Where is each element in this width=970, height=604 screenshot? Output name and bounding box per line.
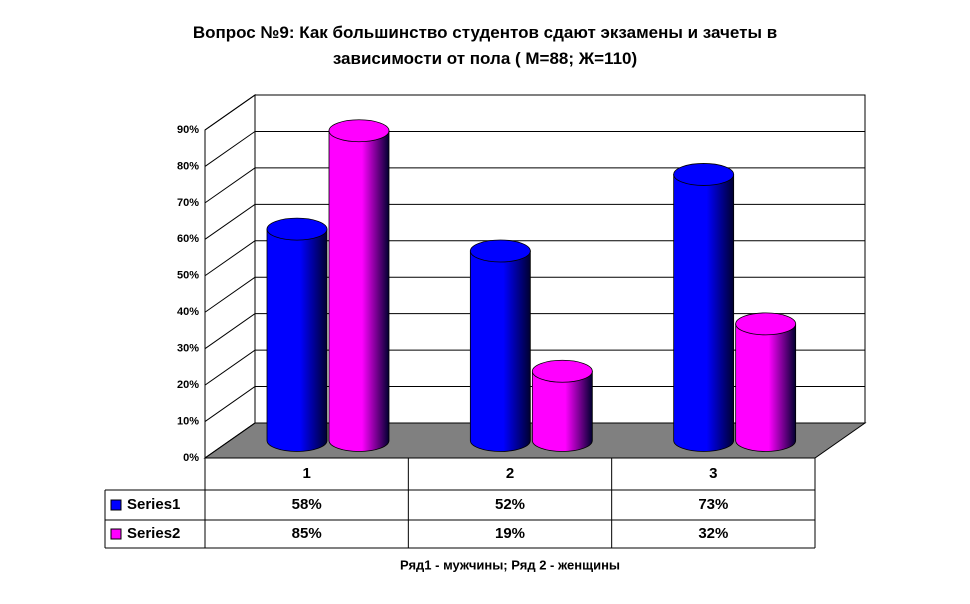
grid-line — [204, 167, 865, 204]
x-tick-label: 1 — [302, 465, 310, 482]
value-label: 19% — [495, 525, 525, 542]
value-label: 85% — [292, 525, 322, 542]
y-tick-label: 20% — [177, 379, 199, 391]
legend-key — [110, 528, 122, 540]
grid-line — [204, 240, 865, 277]
x-tick-label: 3 — [709, 465, 717, 482]
grid-line — [204, 349, 865, 386]
grid-line — [204, 313, 865, 350]
legend-label: Series1 — [127, 496, 180, 513]
grid-line — [204, 203, 865, 240]
y-tick-label: 0% — [183, 452, 199, 464]
grid-line — [204, 276, 865, 313]
bar-cap — [328, 119, 390, 143]
legend-key — [110, 499, 122, 511]
bar — [673, 174, 735, 452]
grid-line — [204, 422, 865, 459]
y-tick-label: 10% — [177, 415, 199, 427]
chart-title: Вопрос №9: Как большинство студентов сда… — [192, 23, 778, 68]
bar-cap — [266, 217, 328, 241]
bar-cap — [673, 163, 735, 186]
footnote: Ряд1 - мужчины; Ряд 2 - женщины — [400, 557, 620, 572]
bar-cap — [469, 239, 531, 263]
y-tick-label: 90% — [177, 124, 199, 136]
grid-line — [204, 94, 865, 131]
bar-cap — [531, 359, 593, 383]
grid-line — [204, 130, 865, 167]
grid-line — [204, 386, 865, 422]
y-tick-label: 80% — [177, 160, 199, 172]
value-label: 52% — [495, 496, 525, 513]
bar — [266, 228, 328, 452]
bar — [531, 370, 593, 452]
value-label: 32% — [698, 525, 728, 542]
bar — [328, 130, 390, 452]
bar — [735, 323, 797, 452]
y-tick-label: 30% — [177, 343, 199, 355]
bar-cap — [735, 312, 797, 336]
bar — [469, 250, 531, 452]
y-tick-label: 50% — [177, 270, 199, 282]
value-label: 73% — [698, 496, 728, 513]
y-tick-label: 40% — [177, 306, 199, 318]
value-label: 58% — [292, 496, 322, 513]
legend-label: Series2 — [127, 525, 180, 542]
y-tick-label: 70% — [177, 197, 199, 209]
x-tick-label: 2 — [506, 465, 514, 482]
y-tick-label: 60% — [177, 233, 199, 245]
